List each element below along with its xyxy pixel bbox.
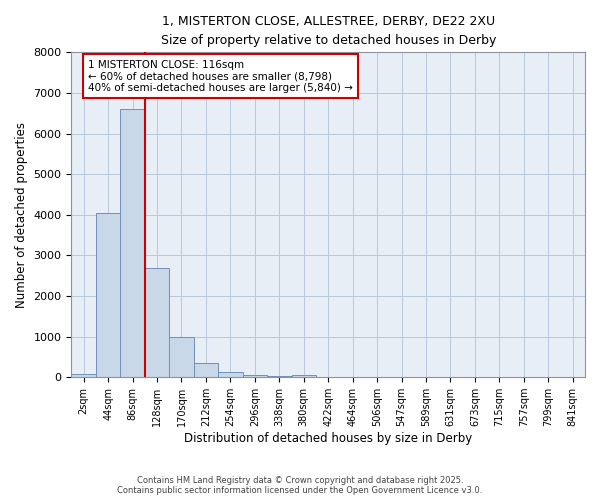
Bar (145, 268, 169, 377)
Bar (121, 109, 145, 377)
Text: Contains HM Land Registry data © Crown copyright and database right 2025.
Contai: Contains HM Land Registry data © Crown c… (118, 476, 482, 495)
Bar (292, 376, 316, 377)
Y-axis label: Number of detached properties: Number of detached properties (15, 122, 28, 308)
Bar (218, 372, 242, 377)
Bar (242, 374, 267, 377)
X-axis label: Distribution of detached houses by size in Derby: Distribution of detached houses by size … (184, 432, 472, 445)
Bar (194, 364, 218, 377)
Bar (267, 376, 292, 377)
Text: 1 MISTERTON CLOSE: 116sqm
← 60% of detached houses are smaller (8,798)
40% of se: 1 MISTERTON CLOSE: 116sqm ← 60% of detac… (88, 60, 353, 93)
Bar (71, 374, 96, 377)
Bar (169, 338, 194, 377)
Title: 1, MISTERTON CLOSE, ALLESTREE, DERBY, DE22 2XU
Size of property relative to deta: 1, MISTERTON CLOSE, ALLESTREE, DERBY, DE… (161, 15, 496, 47)
Bar (96, 212, 121, 377)
